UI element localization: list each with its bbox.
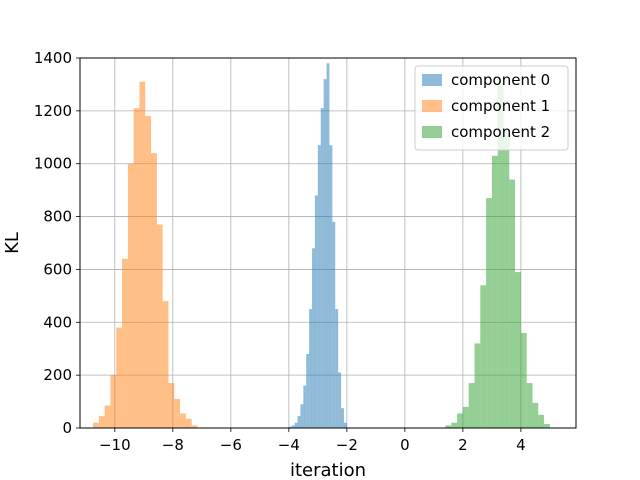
histogram-bar <box>480 285 487 428</box>
x-tick-label: 0 <box>400 436 410 454</box>
histogram-bar <box>332 221 336 428</box>
histogram-bar <box>306 354 310 428</box>
histogram-bar <box>309 309 313 428</box>
histogram-bar <box>174 398 181 428</box>
y-tick-label: 400 <box>43 313 72 331</box>
histogram-bar <box>320 108 324 428</box>
histogram-bar <box>288 426 292 428</box>
series-1-bars <box>93 81 198 429</box>
x-axis-ticks: −10 −8 −6 −4 −2 0 2 4 <box>99 428 526 454</box>
histogram-bar <box>122 258 128 428</box>
histogram-bar <box>503 134 510 428</box>
histogram-bar <box>468 383 475 428</box>
legend-label: component 2 <box>451 123 550 141</box>
legend-box <box>414 65 569 151</box>
histogram-bar <box>338 372 342 428</box>
histogram-bar <box>162 301 169 428</box>
y-axis-label: KL <box>2 232 23 254</box>
y-tick-label: 1200 <box>34 102 72 120</box>
histogram-bar <box>300 404 304 428</box>
histogram-bar <box>329 145 333 428</box>
x-tick-label: −2 <box>336 436 358 454</box>
histogram-bar <box>127 163 134 428</box>
y-tick-label: 800 <box>43 208 72 226</box>
series-2-bars <box>445 84 550 429</box>
histogram-bar <box>486 198 492 428</box>
histogram-bar <box>317 145 321 428</box>
histogram-bar <box>491 155 498 429</box>
histogram-bar <box>515 272 521 428</box>
histogram-bar <box>151 153 157 428</box>
histogram-bar <box>110 375 117 428</box>
histogram-bar <box>538 414 545 428</box>
x-tick-label: −6 <box>220 436 242 454</box>
histogram-bar <box>509 179 516 428</box>
histogram-bar <box>104 405 111 428</box>
histogram-bar <box>185 418 192 428</box>
x-tick-label: 2 <box>458 436 468 454</box>
histogram-bar <box>145 116 152 429</box>
histogram-bar <box>343 422 347 428</box>
y-axis-ticks: 0 200 400 600 800 1000 1200 1400 <box>34 49 80 437</box>
histogram-bar <box>335 309 339 428</box>
histogram-bar <box>297 416 301 428</box>
histogram-bar <box>93 422 99 428</box>
y-tick-label: 600 <box>43 260 72 278</box>
x-tick-label: 4 <box>516 436 526 454</box>
histogram-bar <box>116 327 123 428</box>
histogram-bar <box>303 385 307 428</box>
legend-swatch <box>422 74 442 86</box>
histogram-bar <box>323 79 327 429</box>
histogram-bar <box>474 343 481 428</box>
histogram-bar <box>98 416 105 428</box>
x-tick-label: −8 <box>162 436 184 454</box>
histogram-bar <box>180 413 186 428</box>
histogram-bar <box>526 383 533 428</box>
histogram-bar <box>462 406 469 428</box>
histogram-bar <box>156 224 163 428</box>
histogram-bar <box>133 108 140 428</box>
histogram-bar <box>168 383 175 428</box>
histogram-bar <box>445 425 452 428</box>
x-axis-label: iteration <box>290 460 366 480</box>
histogram-bar <box>457 413 463 428</box>
histogram-bar <box>544 424 550 428</box>
histogram-bar <box>326 63 330 429</box>
legend-label: component 1 <box>451 97 550 115</box>
histogram-bar <box>451 422 458 428</box>
y-tick-label: 0 <box>62 419 72 437</box>
plot-frame <box>79 57 577 429</box>
x-tick-label: −10 <box>99 436 131 454</box>
legend: component 0 component 1 component 2 <box>414 65 569 151</box>
histogram-bar <box>497 84 504 428</box>
histogram-bar <box>341 408 344 428</box>
histogram-bar <box>314 195 318 428</box>
x-tick-label: −4 <box>278 436 300 454</box>
histogram-bar <box>139 81 146 429</box>
y-tick-label: 200 <box>43 366 72 384</box>
histogram-bar <box>294 422 298 428</box>
histogram-bar <box>291 425 295 428</box>
legend-swatch <box>422 100 442 112</box>
y-tick-label: 1000 <box>34 155 72 173</box>
histogram-bar <box>532 402 539 428</box>
histogram-bar <box>191 425 198 428</box>
y-tick-label: 1400 <box>34 49 72 67</box>
histogram-bars <box>93 63 550 429</box>
legend-swatch <box>422 126 442 138</box>
legend-label: component 0 <box>451 71 550 89</box>
series-0-bars <box>288 63 347 429</box>
histogram-bar <box>312 248 315 428</box>
histogram-bar <box>520 332 527 428</box>
